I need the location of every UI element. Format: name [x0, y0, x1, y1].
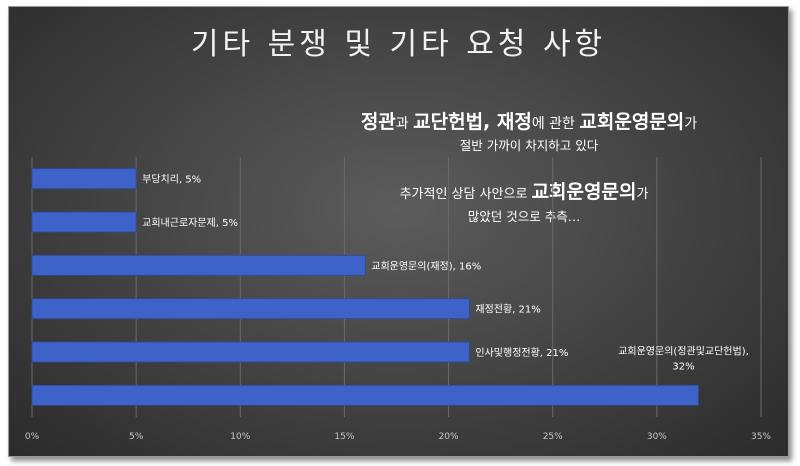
bar-chart: 0% 5% 10% 15% 20% 25% 30% 35% 부당치리, 5% 교회내근로자문제, …	[25, 157, 771, 442]
chart-title: 기타 분쟁 및 기타 요청 사항	[190, 27, 607, 62]
annotation-1-keyword-c: 교회운영문의	[579, 111, 685, 133]
bar	[31, 211, 137, 233]
data-label: 교회운영문의(재정), 16%	[371, 260, 481, 272]
bar	[31, 384, 699, 406]
x-tick-label: 25%	[543, 432, 563, 442]
bar	[31, 168, 137, 190]
x-tick-label: 5%	[129, 432, 144, 442]
x-tick-label: 30%	[647, 432, 667, 442]
annotation-1-text-a: 과	[395, 116, 414, 132]
annotation-2-keyword: 교회운영문의	[531, 181, 637, 203]
annotation-1-text-c: 가	[684, 116, 698, 132]
annotation-1-text-b: 에 관한	[531, 116, 580, 132]
bar	[31, 298, 470, 320]
x-tick-label: 20%	[439, 432, 459, 442]
annotation-2: 추가적인 상담 사안으로 교회운영문의가 많았던 것으로 추측…	[339, 181, 709, 228]
bar	[31, 254, 366, 276]
x-tick-label: 0%	[25, 432, 40, 442]
x-tick-label: 10%	[230, 432, 250, 442]
data-label: 인사및행정전황, 21%	[475, 347, 568, 359]
data-label: 교회내근로자문제, 5%	[142, 217, 238, 229]
x-tick-label: 35%	[751, 432, 771, 442]
data-label: 교회운영문의(정관및교단헌법), 32%	[618, 345, 749, 372]
data-label: 부당치리, 5%	[142, 174, 201, 186]
annotation-1-keyword-b: 교단헌법, 재정	[413, 111, 532, 133]
annotation-1-line2: 절반 가까이 차지하고 있다	[459, 138, 599, 153]
data-label: 재정전황, 21%	[475, 304, 540, 316]
x-tick-label: 15%	[334, 432, 354, 442]
annotation-1: 정관과 교단헌법, 재정에 관한 교회운영문의가 절반 가까이 차지하고 있다	[309, 111, 749, 157]
annotation-2-text-a: 추가적인 상담 사안으로	[399, 187, 532, 202]
chart-frame: 기타 분쟁 및 기타 요청 사항 정관과 교단헌법, 재정에 관한 교회운영문의…	[8, 6, 789, 457]
bar	[31, 341, 470, 363]
annotation-2-text-b: 가	[636, 187, 649, 202]
annotation-1-keyword-a: 정관	[360, 111, 396, 133]
annotation-2-line2: 많았던 것으로 추측…	[467, 209, 581, 224]
